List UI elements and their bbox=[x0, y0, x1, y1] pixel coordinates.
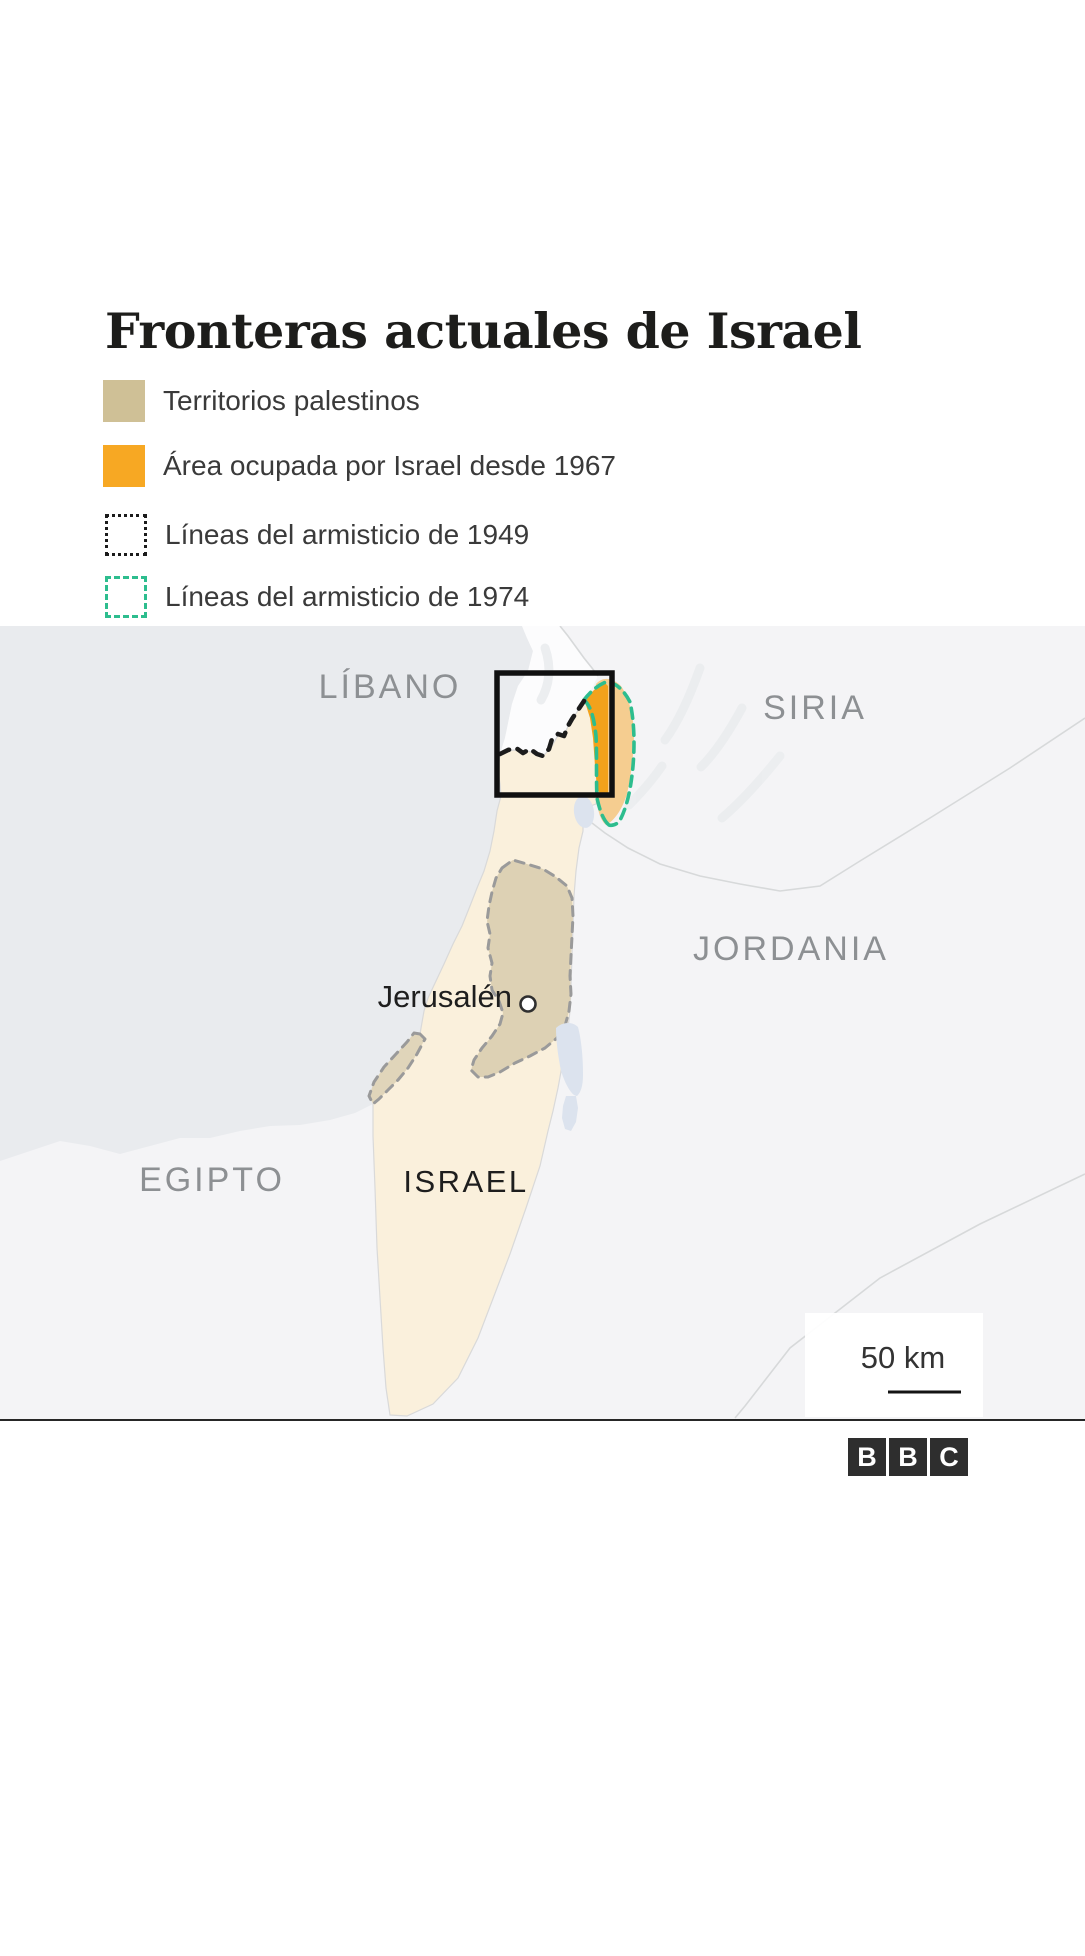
dashed-outline-swatch bbox=[105, 576, 147, 618]
legend-item-occupied-area: Área ocupada por Israel desde 1967 bbox=[103, 445, 616, 487]
orange-fill-swatch bbox=[103, 445, 145, 487]
armistice-1949-line bbox=[497, 698, 587, 759]
footer-divider bbox=[0, 1419, 1085, 1421]
gaza-territory bbox=[367, 1031, 427, 1106]
label-syria: SIRIA bbox=[763, 689, 867, 727]
label-egypt: EGIPTO bbox=[139, 1161, 285, 1199]
legend-label: Líneas del armisticio de 1949 bbox=[165, 519, 530, 550]
tan-fill-swatch bbox=[103, 380, 145, 422]
label-lebanon: LÍBANO bbox=[319, 668, 462, 706]
label-jordan: JORDANIA bbox=[693, 930, 889, 968]
jerusalem-marker bbox=[519, 995, 537, 1013]
legend-label: Líneas del armisticio de 1974 bbox=[165, 581, 530, 612]
mediterranean-sea bbox=[0, 626, 533, 1161]
legend-label: Territorios palestinos bbox=[163, 385, 420, 416]
bbc-logo-letter: B bbox=[889, 1438, 927, 1476]
scale-indicator: 50 km bbox=[805, 1313, 983, 1417]
inset-highlight-rectangle bbox=[494, 670, 615, 798]
bbc-logo: B B C bbox=[848, 1438, 968, 1476]
legend-item-palestinian-territories: Territorios palestinos bbox=[103, 380, 420, 422]
scale-label: 50 km bbox=[861, 1340, 945, 1375]
bbc-logo-letter: B bbox=[848, 1438, 886, 1476]
label-israel: ISRAEL bbox=[403, 1164, 528, 1199]
legend-item-armistice-1949: Líneas del armisticio de 1949 bbox=[103, 514, 529, 556]
map: 50 km LÍBANO SIRIA JORDANIA EGIPTO ISRAE… bbox=[0, 626, 1085, 1420]
west-bank-territory bbox=[469, 858, 575, 1079]
relief-shading bbox=[536, 643, 785, 823]
legend-item-armistice-1974: Líneas del armisticio de 1974 bbox=[103, 576, 529, 618]
legend-label: Área ocupada por Israel desde 1967 bbox=[163, 450, 616, 481]
dead-sea-south bbox=[562, 1096, 578, 1131]
label-jerusalem: Jerusalén bbox=[378, 979, 512, 1014]
dead-sea bbox=[556, 1022, 583, 1096]
bbc-logo-letter: C bbox=[930, 1438, 968, 1476]
page-title: Fronteras actuales de Israel bbox=[105, 301, 862, 360]
armistice-1974-line bbox=[582, 680, 636, 828]
sea-of-galilee bbox=[573, 796, 595, 828]
dotted-outline-swatch bbox=[105, 514, 147, 556]
